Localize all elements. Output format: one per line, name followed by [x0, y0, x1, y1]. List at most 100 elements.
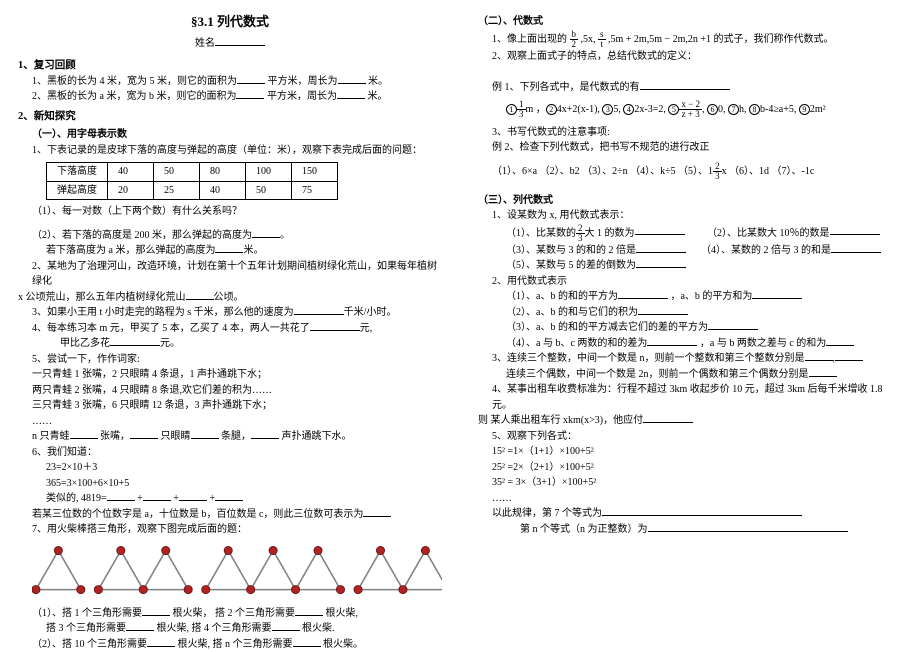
s3-l5b: 25² =2×（2+1）×100+5² [478, 460, 902, 476]
s3-q5: （5）、某数与 5 的差的倒数为 [478, 258, 902, 274]
q5a: （5）、某数与 5 的差的倒数为 [506, 260, 636, 271]
s3-l3-t: 3、连续三个整数，中间一个数是 n，则前一个整数和第三个整数分别是 [492, 353, 805, 364]
sub1-heading: （一）、用字母表示数 [18, 127, 442, 143]
o2: 4x+2(x-1), [557, 103, 600, 114]
s3-q24: （4）、a 与 b、c 两数的和的差为 ，a 与 b 两数之差与 c 的和为 [478, 336, 902, 352]
cell: 100 [246, 163, 292, 182]
o9: 2m² [810, 103, 826, 114]
s2b-l2: 2、观察上面式子的特点，总结代数式的定义： [478, 49, 902, 65]
frac-b-over-2: b2 [570, 30, 579, 49]
p6d1: 若某三位数的个位数字是 a，十位数是 b，百位数是 c，则此三位数可表示为 [32, 509, 363, 520]
q23: （3）、a、b 的和的平方减去它们的差的平方为 [506, 322, 708, 333]
o8: b-4≥a+5, [760, 103, 796, 114]
q2a: （2）、若下落的高度是 200 米，那么弹起的高度为 [32, 230, 252, 241]
p6a: 23=2×10＋3 [18, 460, 442, 476]
q2b: 。 [280, 230, 290, 241]
s3-l4b: 则 某人乘出租车行 xkm(x>3)，他应付 [478, 413, 902, 429]
s1-l2a: 2、黑板的长为 a 米，宽为 b 米，则它的面积为 [32, 91, 236, 102]
s3-l2: 2、用代数式表示 [478, 274, 902, 290]
s3-l4b-t: 则 某人乘出租车行 xkm(x>3)，他应付 [478, 415, 643, 426]
frac-s-over-t: st [598, 30, 606, 49]
p7q3a: （2）、搭 10 个三角形需要 [32, 639, 147, 650]
section-2-heading: 2、新知探究 [18, 109, 442, 125]
ex2-items: （1）、6×a （2）、b2 （3）、2÷n （4）、k÷5 （5）、123x … [478, 162, 902, 181]
sub2-heading: （二）、代数式 [478, 14, 902, 30]
p4: 4、每本练习本 m 元，甲买了 5 本，乙买了 4 本，两人一共花了元, [18, 321, 442, 337]
s3-l5e-t: 以此规律，第 7 个等式为 [492, 508, 602, 519]
s3-l5: 5、观察下列各式： [478, 429, 902, 445]
s3-q23: （3）、a、b 的和的平方减去它们的差的平方为 [478, 320, 902, 336]
p7q3b: 根火柴, 搭 n 个三角形需要 [178, 639, 293, 650]
q24b: ，a 与 b 两数之差与 c 的和为 [700, 338, 826, 349]
s3-l3: 3、连续三个整数，中间一个数是 n，则前一个整数和第三个整数分别是, [478, 351, 902, 367]
q21b: ，a、b 的平方和为 [670, 291, 752, 302]
o3: 5, [613, 103, 621, 114]
p7q2: 搭 3 个三角形需要 根火柴, 搭 4 个三角形需要 根火柴. [18, 621, 442, 637]
s2b-l1c: ,5m + 2m,5m − 2m,2n +1 的式子，我们称作代数式。 [608, 33, 834, 44]
t1-text: 1、下表记录的是皮球下落的高度与弹起的高度（单位：米），观察下表完成后面的问题： [18, 143, 442, 159]
p5e3: 只眼睛 [161, 431, 191, 442]
cell: 弹起高度 [47, 181, 108, 200]
cell: 150 [292, 163, 338, 182]
o4: 2x-3=2, [634, 103, 665, 114]
s1-l1a: 1、黑板的长为 4 米，宽为 5 米，则它的面积为 [32, 76, 237, 87]
ex2: 例 2、检查下列代数式，把书写不规范的进行改正 [478, 140, 902, 156]
p5e1: n 只青蛙 [32, 431, 70, 442]
p6c: 类似的, 4819= + + + [18, 491, 442, 507]
p3b: 千米/小时。 [344, 307, 397, 318]
p5a: 一只青蛙 1 张嘴，2 只眼睛 4 条退，1 声扑通跳下水； [18, 367, 442, 383]
q2: （2）、若下落的高度是 200 米，那么弹起的高度为 。 [18, 228, 442, 244]
doc-title: §3.1 列代数式 [18, 12, 442, 32]
s3-q21: （1）、a、b 的和的平方为 ，a、b 的平方和为 [478, 289, 902, 305]
p6d: 若某三位数的个位数字是 a，十位数是 b，百位数是 c，则此三位数可表示为 [18, 507, 442, 523]
section-1-heading: 1、复习回顾 [18, 58, 442, 74]
s2b-l3: 3、书写代数式的注意事项: [478, 125, 902, 141]
p6b: 365=3×100+6×10+5 [18, 476, 442, 492]
cell: 40 [108, 163, 154, 182]
name-label: 姓名 [195, 38, 215, 49]
p7q2b: 根火柴, 搭 4 个三角形需要 [157, 623, 272, 634]
name-line: 姓名 [18, 36, 442, 52]
s3-l3b: 连续三个偶数，中间一个数是 2n，则前一个偶数和第三个偶数分别是 [478, 367, 902, 383]
s1-l1c: 米。 [368, 76, 388, 87]
cell: 50 [154, 163, 200, 182]
q21a: （1）、a、b 的和的平方为 [506, 291, 618, 302]
p6: 6、我们知道： [18, 445, 442, 461]
p7q1c: 根火柴, [326, 608, 359, 619]
p5b: 两只青蛙 2 张嘴，4 只眼睛 8 条退,欢它们差的积为…… [18, 383, 442, 399]
o7: h, [739, 103, 747, 114]
p3: 3、如果小王用 t 小时走完的路程为 s 千米，那么他的速度为 千米/小时。 [18, 305, 442, 321]
p5e2: 张嘴， [100, 431, 130, 442]
s2b-l1a: 1、像上面出现的 [492, 33, 567, 44]
cell: 75 [292, 181, 338, 200]
q3b: （4）、某数的 2 倍与 3 的和是 [701, 245, 831, 256]
table-row: 下落高度 40 50 80 100 150 [47, 163, 338, 182]
s1-l2c: 米。 [367, 91, 387, 102]
cell: 20 [108, 181, 154, 200]
s3-l5c: 35² = 3×（3+1）×100+5² [478, 475, 902, 491]
p5e4: 条腿， [221, 431, 251, 442]
s3-l5f: 第 n 个等式（n 为正整数）为 [478, 522, 902, 538]
s1-line1: 1、黑板的长为 4 米，宽为 5 米，则它的面积为 平方米，周长为 米。 [18, 74, 442, 90]
s3-l3b-t: 连续三个偶数，中间一个数是 2n，则前一个偶数和第三个偶数分别是 [506, 369, 809, 380]
ex1-options: 113m ，24x+2(x-1), 35, 42x-3=2, 5x − 2z +… [478, 100, 902, 119]
q22: （2）、a、b 的和与它们的积为 [506, 307, 638, 318]
q2c: 若下落高度为 a 米，那么弹起的高度为米。 [18, 243, 442, 259]
s3-q22: （2）、a、b 的和与它们的积为 [478, 305, 902, 321]
p3a: 3、如果小王用 t 小时走完的路程为 s 千米，那么他的速度为 [32, 307, 294, 318]
p5e5: 声扑通跳下水。 [282, 431, 352, 442]
p5e: n 只青蛙 张嘴， 只眼睛 条腿， 声扑通跳下水。 [18, 429, 442, 445]
p4c-t: 甲比乙多花 [60, 338, 110, 349]
p5: 5、尝试一下，作作词家: [18, 352, 442, 368]
p7q3: （2）、搭 10 个三角形需要 根火柴, 搭 n 个三角形需要 根火柴。 [18, 637, 442, 652]
s1-line2: 2、黑板的长为 a 米，宽为 b 米，则它的面积为 平方米，周长为 米。 [18, 89, 442, 105]
ex2items-t: （1）、6×a （2）、b2 （3）、2÷n （4）、k÷5 （5）、1 [492, 165, 713, 176]
q24a: （4）、a 与 b、c 两数的和的差为 [506, 338, 647, 349]
q1b: 大 1 的数为 [585, 227, 635, 238]
s3-l5f-t: 第 n 个等式（n 为正整数）为 [520, 524, 648, 535]
p7q3c: 根火柴。 [323, 639, 363, 650]
left-column: §3.1 列代数式 姓名 1、复习回顾 1、黑板的长为 4 米，宽为 5 米，则… [0, 0, 460, 649]
s2b-l1b: ,5x, [581, 33, 596, 44]
p7q2a: 搭 3 个三角形需要 [46, 623, 126, 634]
p4d: 元。 [160, 338, 180, 349]
